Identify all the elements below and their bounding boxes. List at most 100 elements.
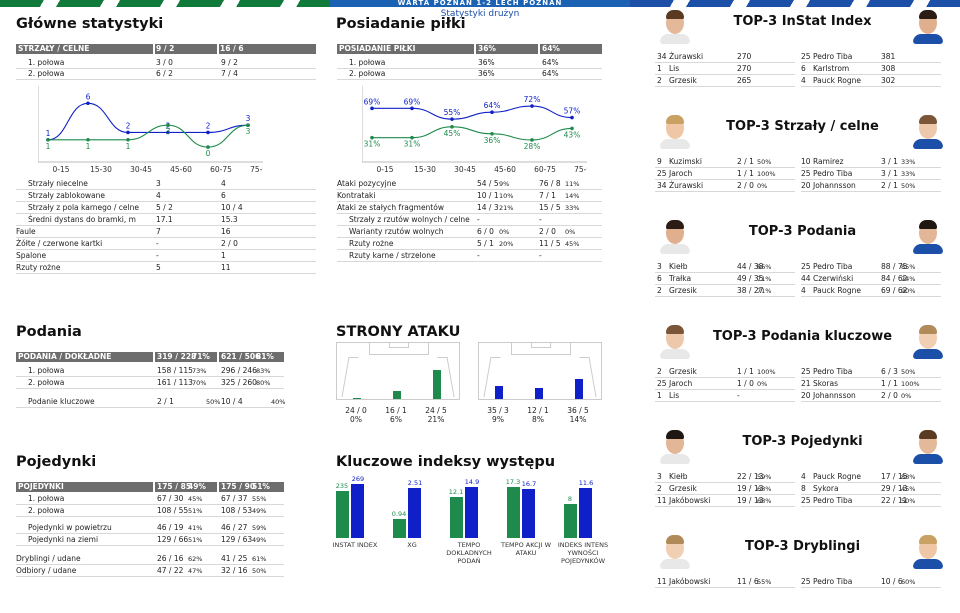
row-label: Rzuty rożne — [349, 239, 394, 248]
stat-row: 2. połowa 108 / 55 51% 108 / 53 49% — [16, 506, 284, 516]
row-divider — [801, 389, 941, 390]
home-pct: 51% — [188, 507, 203, 515]
home-player-number: 9 — [657, 157, 662, 166]
home-player-pct: 68% — [757, 485, 772, 493]
index-group: 17.3 16.7 — [506, 472, 547, 538]
shots-line-chart: 1622231113030-1515-3030-4545-6060-7575-9… — [38, 86, 263, 174]
away-player-name: Johannsson — [813, 181, 856, 190]
avatar-shirt — [913, 34, 943, 44]
row-divider — [16, 189, 316, 190]
away-value: 15.3 — [221, 215, 238, 224]
header-cell: 64% — [542, 44, 560, 53]
row-divider — [801, 587, 941, 588]
home-value: 129 / 66 — [157, 535, 189, 544]
avatar-hair — [666, 220, 684, 229]
home-value: 5 / 1 — [477, 239, 494, 248]
duels-title: Pojedynki — [16, 454, 97, 470]
data-point — [450, 117, 454, 121]
away-player-number: 6 — [801, 64, 806, 73]
data-point — [490, 110, 494, 114]
away-player-number: 25 — [801, 262, 811, 271]
home-player-avatar — [660, 428, 690, 464]
home-player-pct: 100% — [757, 368, 776, 376]
away-side-label: 35 / 3 9% — [478, 406, 518, 424]
header-cell: 51% — [252, 482, 270, 491]
index-category-label: TEMPO DOKLADNYCH PODAŃ — [446, 541, 492, 565]
home-player-number: 1 — [657, 64, 662, 73]
possession-line-chart: 69% 69% 55% 64% 72% 57% 31% 31% 45% 36% 28% 43% 0-15… — [362, 86, 587, 174]
index-group: 235 269 — [336, 472, 376, 538]
row-label: Kontrataki — [337, 191, 376, 200]
goal-box — [389, 343, 409, 348]
top3-title: TOP-3 InStat Index — [733, 14, 872, 29]
home-player-name: Kiełb — [669, 262, 688, 271]
away-pct: 33% — [565, 204, 580, 212]
away-pct: 49% — [252, 536, 267, 544]
stat-row: Średni dystans do bramki, m 17.1 15.3 — [16, 215, 316, 225]
row-label: 2. połowa — [28, 506, 65, 515]
home-side-pct: 6% — [390, 415, 402, 424]
home-player-name: Grzesik — [669, 286, 697, 295]
header-cell: STRZAŁY / CELNE — [18, 44, 90, 53]
away-player-value: 1 / 1 — [881, 379, 898, 388]
x-tick-label: 75-90 — [250, 165, 263, 174]
away-value: 9 / 2 — [221, 58, 238, 67]
home-value: - — [477, 251, 480, 260]
away-player-value: 3 / 1 — [881, 169, 898, 178]
home-player-name: Jaroch — [669, 169, 693, 178]
hdr-gap — [217, 352, 219, 362]
home-side-bar — [353, 397, 361, 399]
home-value: 5 / 2 — [156, 203, 173, 212]
avatar-hair — [919, 535, 937, 544]
away-player-value: 2 / 1 — [881, 181, 898, 190]
row-label: Warianty rzutów wolnych — [349, 227, 444, 236]
attack-sides-title: STRONY ATAKU — [336, 324, 461, 340]
stat-row: Faule 7 16 — [16, 227, 316, 237]
row-divider — [655, 494, 795, 495]
stat-row: 2. połowa 6 / 2 7 / 4 — [16, 69, 316, 79]
away-value: 10 / 4 — [221, 203, 243, 212]
home-player-number: 34 — [657, 52, 667, 61]
home-side-pct: 21% — [427, 415, 445, 424]
row-divider — [16, 564, 284, 565]
row-divider — [801, 179, 941, 180]
avatar-shirt — [913, 349, 943, 359]
away-side-bar — [575, 379, 583, 399]
away-player-number: 44 — [801, 274, 811, 283]
hdr-gap — [538, 44, 540, 54]
row-divider — [655, 389, 795, 390]
row-divider — [801, 74, 941, 75]
data-point — [490, 132, 494, 136]
away-value: 7 / 4 — [221, 69, 238, 78]
row-label: Strzały z rzutów wolnych / celne — [349, 215, 470, 224]
away-player-name: Pauck Rogne — [813, 286, 861, 295]
stat-row: 1. połowa 67 / 30 45% 67 / 37 55% — [16, 494, 284, 504]
away-player-name: Johannsson — [813, 391, 856, 400]
away-player-pct: 100% — [901, 380, 920, 388]
index-category-label: TEMPO AKCJI W ATAKU — [500, 541, 551, 557]
home-pct: 73% — [192, 367, 207, 375]
away-value: 64% — [542, 58, 559, 67]
hdr-gap — [217, 482, 219, 492]
stat-row: Warianty rzutów wolnych 6 / 0 0% 2 / 0 0% — [337, 227, 602, 237]
row-divider — [655, 401, 795, 402]
away-series-line — [372, 105, 573, 120]
home-value: 47 / 22 — [157, 566, 184, 575]
home-pct: 20% — [499, 240, 514, 248]
home-player-name: Lis — [669, 391, 680, 400]
home-player-pct: 55% — [757, 578, 772, 586]
away-player-avatar — [913, 533, 943, 569]
stat-row: Strzały z rzutów wolnych / celne - - — [337, 215, 602, 225]
data-label: 0 — [206, 149, 211, 158]
header-cell: 9 / 2 — [156, 44, 175, 53]
home-player-value: 2 / 1 — [737, 157, 754, 166]
home-side-count: 24 / 0 — [345, 406, 367, 415]
table-header: POSIADANIE PIŁKI 36% 64% — [337, 44, 602, 54]
data-label: 1 — [126, 142, 131, 151]
home-index-bar — [564, 503, 577, 538]
home-pct: 9% — [499, 180, 510, 188]
home-pct: 70% — [192, 379, 207, 387]
x-tick-label: 0-15 — [376, 165, 393, 174]
row-divider — [16, 407, 284, 408]
data-point — [530, 138, 534, 142]
